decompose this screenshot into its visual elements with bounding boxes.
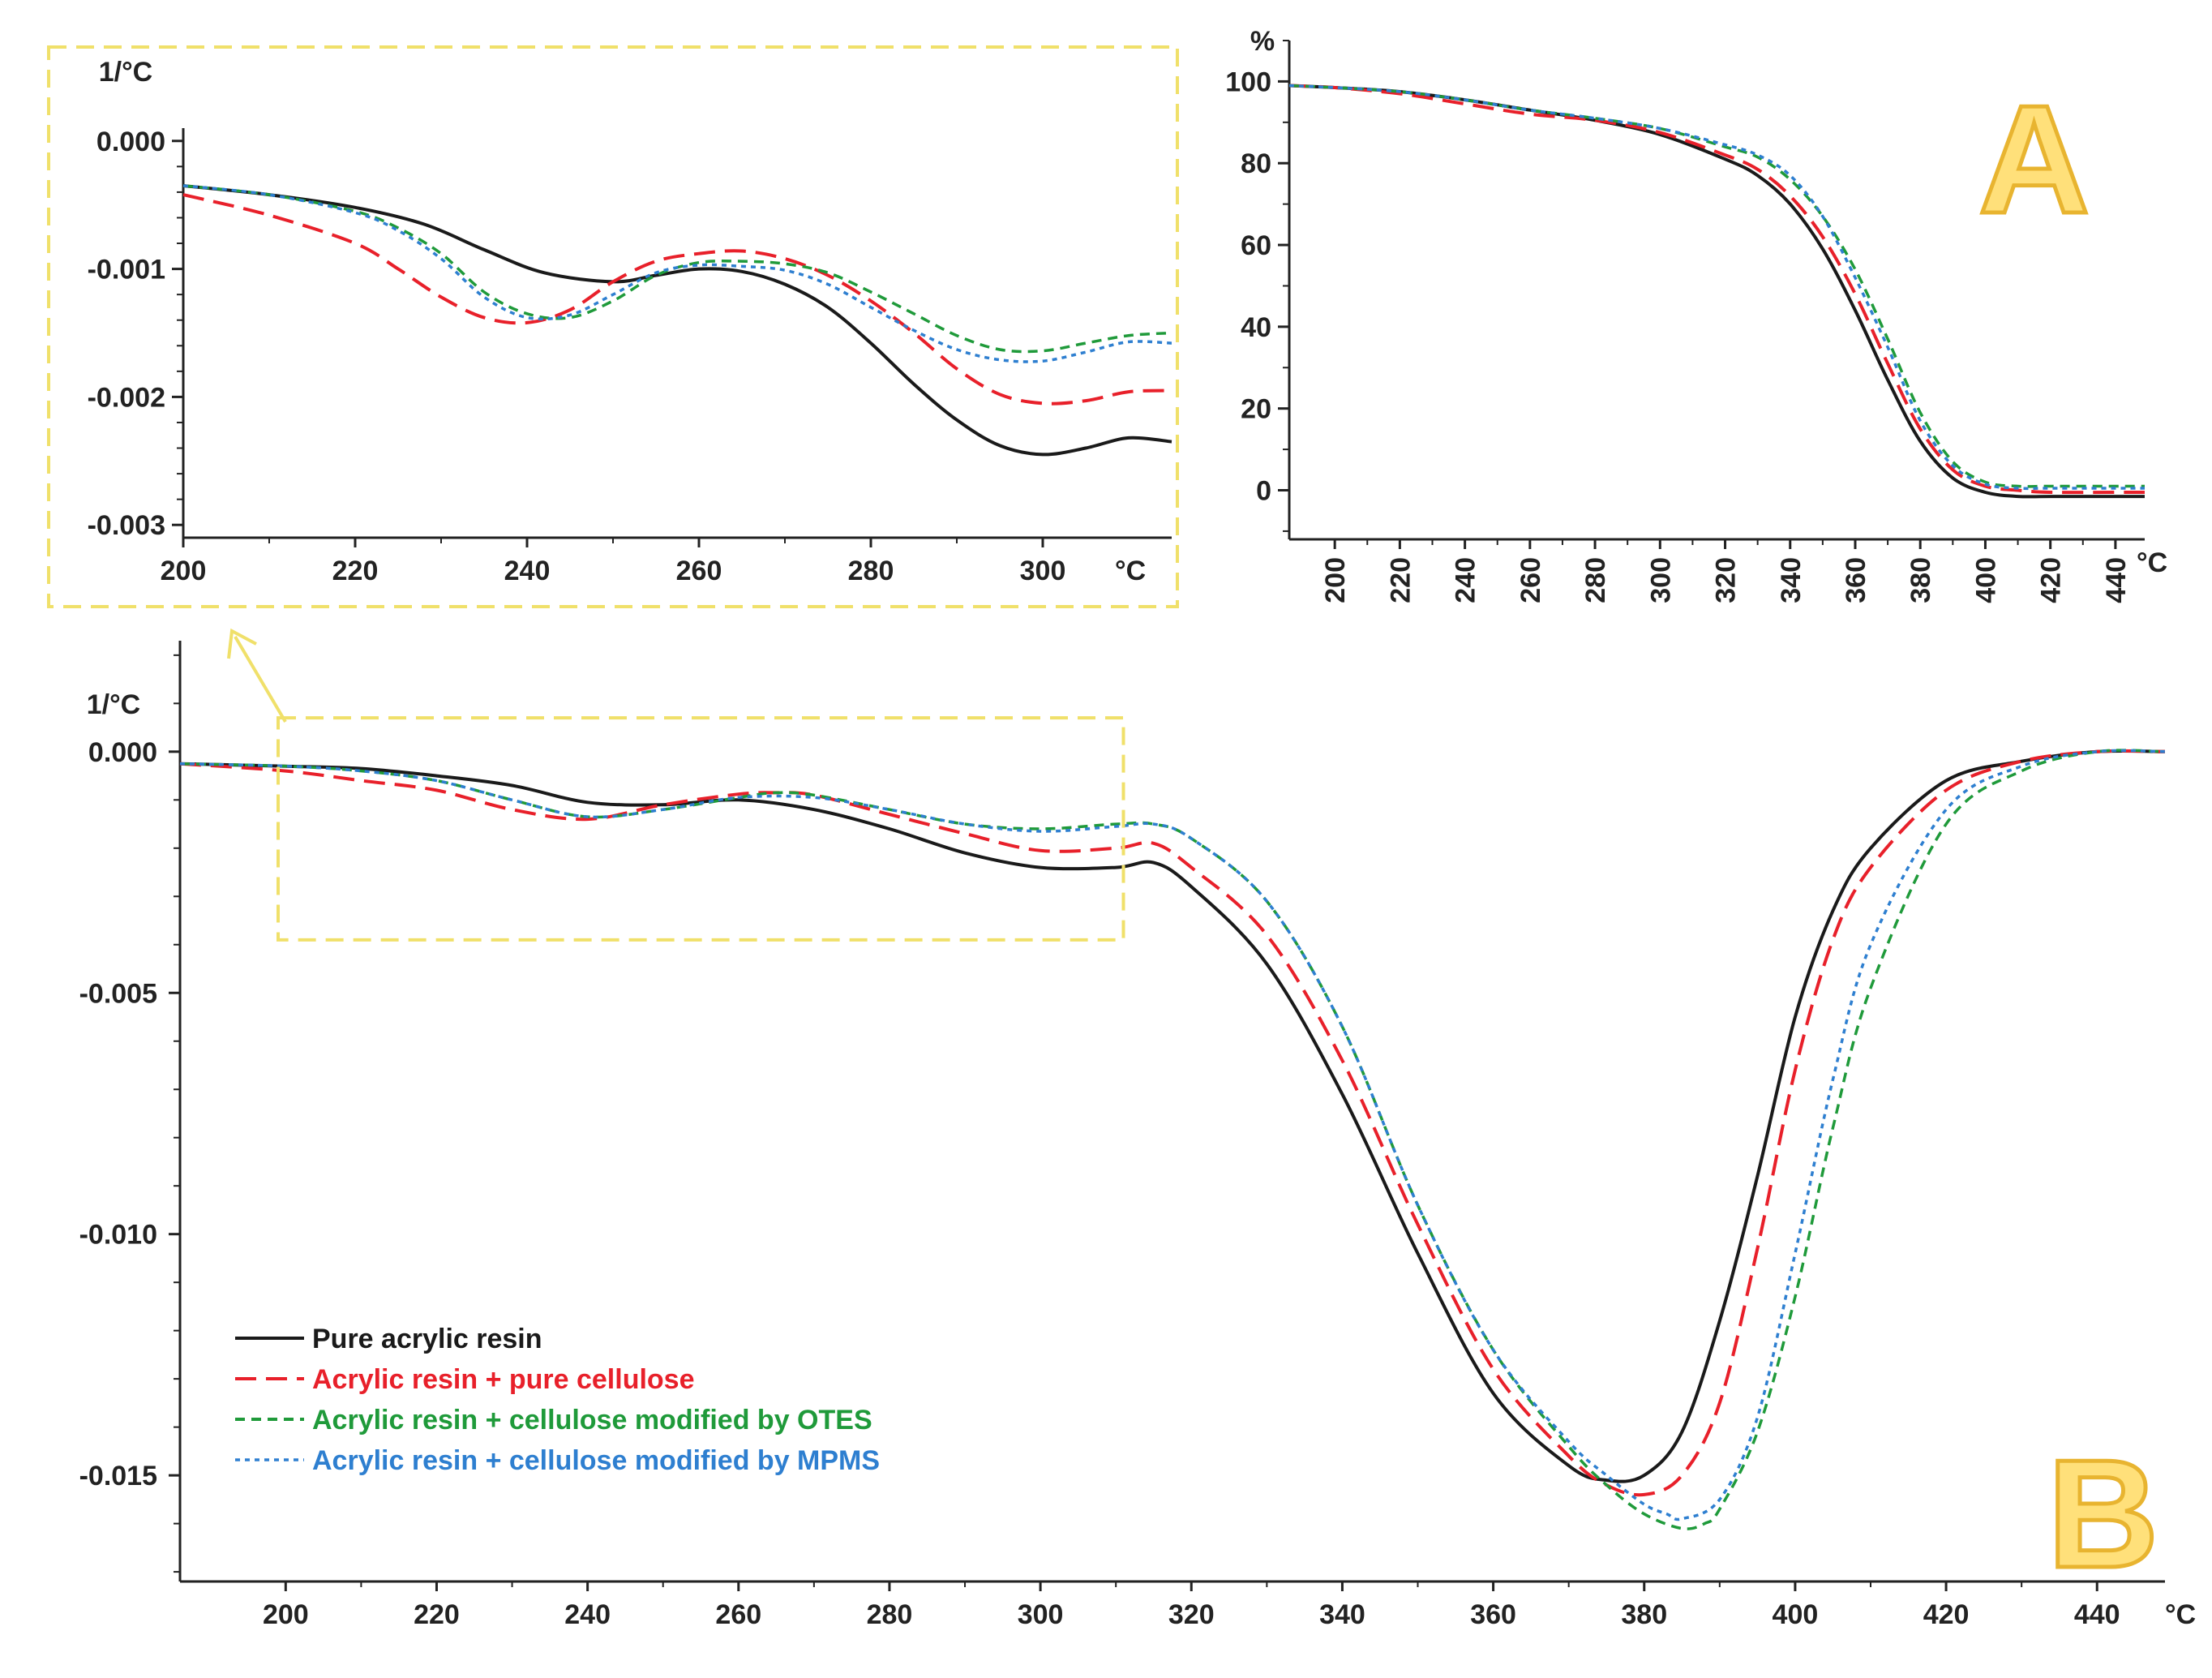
tga-x-tick-label: 220 <box>1385 557 1416 603</box>
tga-x-tick-label: 400 <box>1970 557 2001 603</box>
dtg-main-x-tick-label: 420 <box>1923 1599 1970 1630</box>
inset-x-tick-label: 240 <box>504 556 551 586</box>
inset-y-tick-label: 0.000 <box>96 127 165 157</box>
dtg-main-y-tick-label: 0.000 <box>88 737 157 768</box>
dtg-main-x-tick-label: 260 <box>715 1599 761 1630</box>
chart-legend: Pure acrylic resin Acrylic resin + pure … <box>235 1324 880 1476</box>
inset-frame <box>47 45 1179 608</box>
dtg-main-series-pure <box>179 749 2166 1483</box>
tga-x-tick-label: 260 <box>1515 557 1546 603</box>
panel-label-A: A <box>1978 74 2090 246</box>
tga-x-tick-label: 420 <box>2036 557 2067 603</box>
inset-y-tick-label: -0.001 <box>88 255 165 285</box>
dtg-main-x-tick-label: 200 <box>263 1599 309 1630</box>
tga-y-unit-label: % <box>1250 26 1275 57</box>
dtg-main-x-tick-label: 360 <box>1470 1599 1516 1630</box>
tga-x-tick-label: 440 <box>2101 557 2132 603</box>
tga-x-tick-label: 320 <box>1711 557 1742 603</box>
inset-x-tick-label: 200 <box>161 556 207 586</box>
tga-x-unit-label: °C <box>2137 547 2167 578</box>
dtg-main-series-cellulose <box>179 749 2166 1497</box>
dtg-main-x-tick-label: 400 <box>1773 1599 1819 1630</box>
tga-y-tick-label: 100 <box>1225 67 1271 97</box>
inset-x-unit-label: °C <box>1115 556 1146 586</box>
tga-y-tick-label: 0 <box>1256 476 1271 507</box>
dtg-zoom-inset: 200 220 240 260 280 300 °C 0.000 -0.001 -0.002 -0.… <box>47 45 1179 608</box>
tga-x-tick-label: 360 <box>1841 557 1871 603</box>
dtg-main-x-tick-label: 380 <box>1621 1599 1667 1630</box>
legend-label-otes: Acrylic resin + cellulose modified by OT… <box>312 1405 872 1436</box>
zoom-arrow-icon <box>227 628 287 723</box>
tga-x-tick-label: 340 <box>1776 557 1807 603</box>
inset-x-tick-label: 220 <box>332 556 379 586</box>
dtg-main-x-tick-label: 440 <box>2074 1599 2120 1630</box>
inset-series-mpms <box>182 184 1172 363</box>
dtg-main-y-tick-label: -0.010 <box>79 1220 157 1251</box>
tga-chart: 200 220 240 260 280 300 320 340 360 380 400 420 440 °… <box>1225 26 2167 603</box>
panel-label-B: B <box>2047 1428 2158 1600</box>
tga-y-tick-label: 80 <box>1241 148 1271 179</box>
dtg-main-x-tick-label: 320 <box>1168 1599 1215 1630</box>
dtg-main-y-tick-label: -0.005 <box>79 978 157 1009</box>
dtg-main-y-tick-label: -0.015 <box>79 1461 157 1491</box>
inset-x-tick-label: 300 <box>1020 556 1066 586</box>
legend-label-mpms: Acrylic resin + cellulose modified by MP… <box>312 1445 880 1476</box>
zoom-arrow-head <box>227 628 257 659</box>
tga-x-tick-label: 380 <box>1905 557 1936 603</box>
inset-series-cellulose <box>182 193 1172 406</box>
legend-label-pure: Pure acrylic resin <box>312 1324 542 1354</box>
tga-x-tick-label: 280 <box>1580 557 1611 603</box>
dtg-main-series-mpms <box>179 749 2166 1521</box>
inset-y-unit-label: 1/°C <box>99 57 153 88</box>
tga-x-tick-label: 200 <box>1320 557 1351 603</box>
tga-y-tick-label: 20 <box>1241 394 1271 425</box>
inset-y-tick-label: -0.002 <box>88 382 165 413</box>
dtg-main-x-tick-label: 240 <box>564 1599 611 1630</box>
dtg-main-zoom-region <box>276 716 1125 942</box>
inset-x-tick-label: 280 <box>848 556 894 586</box>
dtg-main-x-tick-label: 300 <box>1018 1599 1064 1630</box>
inset-x-tick-label: 260 <box>676 556 722 586</box>
tga-x-tick-label: 300 <box>1645 557 1676 603</box>
dtg-main-x-tick-label: 220 <box>414 1599 460 1630</box>
tga-series-cellulose <box>1288 84 2145 495</box>
dtg-main-x-tick-label: 280 <box>867 1599 913 1630</box>
dtg-main-x-unit-label: °C <box>2165 1599 2196 1630</box>
dtg-main-y-unit-label: 1/°C <box>87 689 141 720</box>
tga-series-mpms <box>1288 84 2145 491</box>
tga-y-tick-label: 40 <box>1241 312 1271 343</box>
legend-label-cellulose: Acrylic resin + pure cellulose <box>312 1364 695 1395</box>
zoom-arrow-shaft <box>234 635 287 723</box>
dtg-main-chart: 200 220 240 260 280 300 320 340 360 380 400 420 440 °… <box>79 641 2196 1630</box>
tga-x-tick-label: 240 <box>1451 557 1481 603</box>
inset-series-otes <box>182 184 1172 354</box>
inset-y-tick-label: -0.003 <box>88 510 165 541</box>
inset-series-pure <box>182 184 1172 457</box>
tga-y-tick-label: 60 <box>1241 230 1271 261</box>
dtg-main-x-tick-label: 340 <box>1319 1599 1365 1630</box>
